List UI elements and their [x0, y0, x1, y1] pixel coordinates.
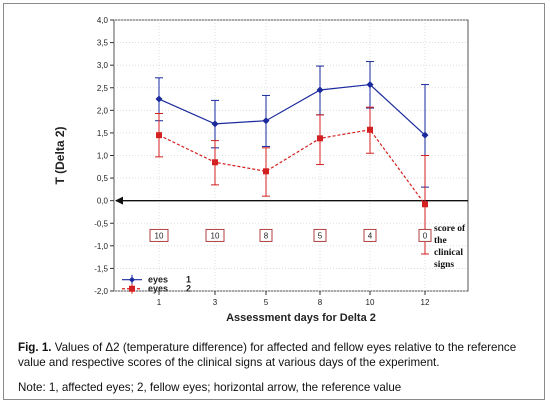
x-tick-label: 3 — [213, 298, 218, 307]
y-tick-label: 3,0 — [97, 61, 109, 70]
y-tick-label: 2,5 — [97, 84, 109, 93]
series-1-point — [155, 95, 163, 103]
series-2-point — [422, 201, 428, 208]
series-2-point — [263, 168, 269, 175]
y-tick-label: -0,5 — [94, 219, 108, 228]
x-tick-label: 1 — [157, 298, 162, 307]
clinical-score-box — [418, 228, 432, 242]
series-2-point — [367, 126, 373, 133]
series-1-point — [211, 120, 219, 128]
y-tick-label: -2,0 — [94, 287, 108, 296]
y-tick-label: -1,5 — [94, 264, 108, 273]
y-tick-label: 0,5 — [97, 174, 109, 183]
y-tick-label: 3,5 — [97, 39, 109, 48]
y-tick-label: -1,0 — [94, 242, 108, 251]
y-tick-label: 4,0 — [97, 16, 109, 25]
legend-label: eyes — [148, 284, 168, 294]
y-tick-label: 2,0 — [97, 106, 109, 115]
clinical-score-label: 10 — [155, 231, 164, 240]
y-tick-label: 1,0 — [97, 152, 109, 161]
annotation-label: clinical — [434, 248, 463, 258]
series-2-point — [156, 132, 162, 139]
y-tick-label: 1,5 — [97, 129, 109, 138]
x-tick-label: 5 — [264, 298, 269, 307]
series-1-point — [366, 81, 374, 89]
chart: -2,0 -1,5 -1,0 -0,5 0,0 0,5 1,0 1,5 2,0 2,5 3,0 3,5… — [53, 16, 469, 324]
clinical-score-label: 4 — [368, 231, 373, 240]
clinical-score-box — [149, 228, 169, 242]
clinical-score-box — [313, 228, 327, 242]
figure-number: Fig. 1. — [18, 341, 52, 354]
x-tick-label: 8 — [318, 298, 323, 307]
clinical-score-label: 5 — [318, 231, 323, 240]
clinical-score-box — [205, 228, 225, 242]
figure-caption: Fig. 1. Values of Δ2 (temperature differ… — [18, 340, 538, 370]
annotation-label: score of — [434, 224, 466, 234]
series-1-point — [421, 131, 429, 139]
legend-entry-1: 1 — [186, 275, 191, 285]
x-tick-label: 12 — [421, 298, 430, 307]
clinical-score-label: 0 — [423, 231, 428, 240]
clinical-score-box — [259, 228, 273, 242]
y-axis-title: T (Delta 2) — [53, 126, 67, 184]
clinical-score-box — [363, 228, 377, 242]
annotation-label: the — [434, 236, 447, 246]
reference-arrow-icon — [115, 196, 123, 205]
legend-entry-2: 2 — [186, 284, 191, 294]
series-2-point — [212, 159, 218, 166]
series-2-point — [317, 135, 323, 142]
annotation-label: signs — [434, 260, 454, 270]
x-tick-label: 10 — [366, 298, 375, 307]
figure-frame: -2,0 -1,5 -1,0 -0,5 0,0 0,5 1,0 1,5 2,0 2,5 3,0 3,5… — [3, 3, 545, 400]
caption-text: Values of Δ2 (temperature difference) fo… — [18, 341, 517, 369]
series-1-point — [316, 86, 324, 94]
legend-label: eyes — [148, 275, 168, 285]
series-1-line — [158, 83, 426, 136]
x-axis-title: Assessment days for Delta 2 — [226, 312, 376, 324]
series-1-point — [262, 117, 270, 125]
clinical-score-label: 10 — [211, 231, 220, 240]
y-tick-label: 0,0 — [97, 197, 109, 206]
series-2-line — [158, 129, 426, 205]
clinical-score-label: 8 — [264, 231, 269, 240]
figure-note: Note: 1, affected eyes; 2, fellow eyes; … — [18, 381, 402, 394]
